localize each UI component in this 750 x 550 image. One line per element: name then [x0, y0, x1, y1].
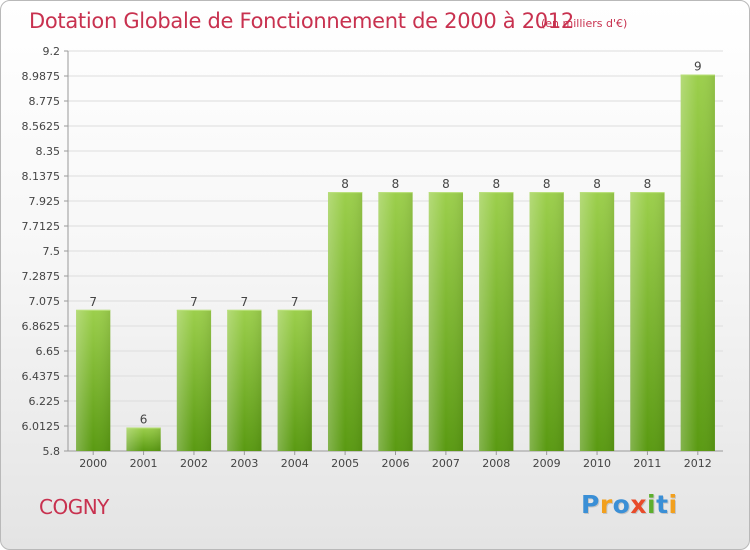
bar-group-2010 — [579, 192, 615, 452]
proxiti-logo: Proxiti — [581, 490, 678, 519]
y-tick-label: 8.775 — [29, 95, 61, 108]
commune-name: COGNY — [39, 495, 109, 519]
bar-group-2006 — [378, 192, 413, 452]
bar-group-2005 — [327, 192, 363, 452]
y-tick-label: 6.8625 — [22, 320, 61, 333]
bar-group-2001 — [126, 427, 161, 451]
x-tick-label-2011: 2011 — [633, 457, 661, 470]
bar-shine-2006 — [378, 192, 413, 452]
logo-letter: r — [599, 490, 613, 519]
y-tick-label: 8.9875 — [22, 70, 61, 83]
y-tick-label: 7.075 — [29, 295, 61, 308]
data-label-2008: 8 — [492, 177, 500, 191]
data-label-2006: 8 — [392, 177, 400, 191]
data-label-2009: 8 — [543, 177, 551, 191]
x-tick-label-2005: 2005 — [331, 457, 359, 470]
bar-chart: 9.2 8.9875 8.775 8.5625 8.35 8.1375 7.925 7.712… — [22, 45, 723, 470]
bar-shine-2002 — [176, 309, 212, 451]
bar-shine-2004 — [277, 309, 312, 451]
data-label-2007: 8 — [442, 177, 450, 191]
chart-title: Dotation Globale de Fonctionnement de 20… — [29, 9, 574, 33]
y-tick-label: 9.2 — [43, 45, 61, 58]
logo-letter: i — [647, 490, 657, 519]
data-label-2011: 8 — [644, 177, 652, 191]
bar-shine-2001 — [126, 427, 161, 451]
bar-group-2000 — [76, 309, 111, 451]
x-tick-label-2010: 2010 — [583, 457, 611, 470]
logo-letter: o — [612, 490, 631, 519]
data-label-2004: 7 — [291, 295, 299, 309]
x-tick-label-2012: 2012 — [684, 457, 712, 470]
y-tick-label: 6.0125 — [22, 420, 61, 433]
bar-group-2009 — [529, 192, 564, 452]
y-tick-label: 6.4375 — [22, 370, 61, 383]
y-tick-label: 6.225 — [29, 395, 61, 408]
chart-unit: (en milliers d'€) — [541, 17, 628, 30]
x-tick-label-2003: 2003 — [230, 457, 258, 470]
bar-shine-2012 — [680, 74, 715, 451]
data-label-2000: 7 — [89, 295, 97, 309]
bar-group-2003 — [227, 309, 262, 451]
bar-group-2012 — [680, 74, 715, 451]
y-tick-label: 7.7125 — [22, 220, 61, 233]
bar-group-2002 — [176, 309, 212, 451]
x-tick-label-2008: 2008 — [482, 457, 510, 470]
bar-group-2007 — [428, 192, 464, 452]
logo-letter: x — [630, 490, 647, 519]
data-label-2005: 8 — [341, 177, 349, 191]
logo-letter: t — [656, 490, 669, 519]
y-tick-label: 8.5625 — [22, 120, 61, 133]
bar-shine-2008 — [479, 192, 514, 452]
x-tick-label-2006: 2006 — [382, 457, 410, 470]
logo-letter: i — [668, 490, 678, 519]
x-tick-label-2001: 2001 — [130, 457, 158, 470]
bar-shine-2007 — [428, 192, 464, 452]
y-tick-label: 8.1375 — [22, 170, 61, 183]
y-tick-label: 8.35 — [36, 145, 61, 158]
bar-shine-2009 — [529, 192, 564, 452]
y-tick-label: 7.925 — [29, 195, 61, 208]
bar-group-2011 — [630, 192, 665, 452]
bar-shine-2011 — [630, 192, 665, 452]
y-tick-label: 5.8 — [43, 445, 61, 458]
bar-shine-2005 — [327, 192, 363, 452]
bar-group-2004 — [277, 309, 312, 451]
data-label-2001: 6 — [140, 412, 148, 426]
bar-shine-2000 — [76, 309, 111, 451]
x-tick-label-2000: 2000 — [79, 457, 107, 470]
data-label-2012: 9 — [694, 60, 702, 74]
data-label-2003: 7 — [241, 295, 249, 309]
bar-group-2008 — [479, 192, 514, 452]
bar-shine-2003 — [227, 309, 262, 451]
x-tick-label-2007: 2007 — [432, 457, 460, 470]
y-tick-label: 7.2875 — [22, 270, 61, 283]
y-tick-label: 6.65 — [36, 345, 61, 358]
x-tick-label-2004: 2004 — [281, 457, 309, 470]
x-tick-label-2009: 2009 — [533, 457, 561, 470]
x-tick-label-2002: 2002 — [180, 457, 208, 470]
data-label-2002: 7 — [190, 295, 198, 309]
y-tick-label: 7.5 — [43, 245, 61, 258]
logo-letter: P — [581, 490, 600, 519]
bar-shine-2010 — [579, 192, 615, 452]
data-label-2010: 8 — [593, 177, 601, 191]
